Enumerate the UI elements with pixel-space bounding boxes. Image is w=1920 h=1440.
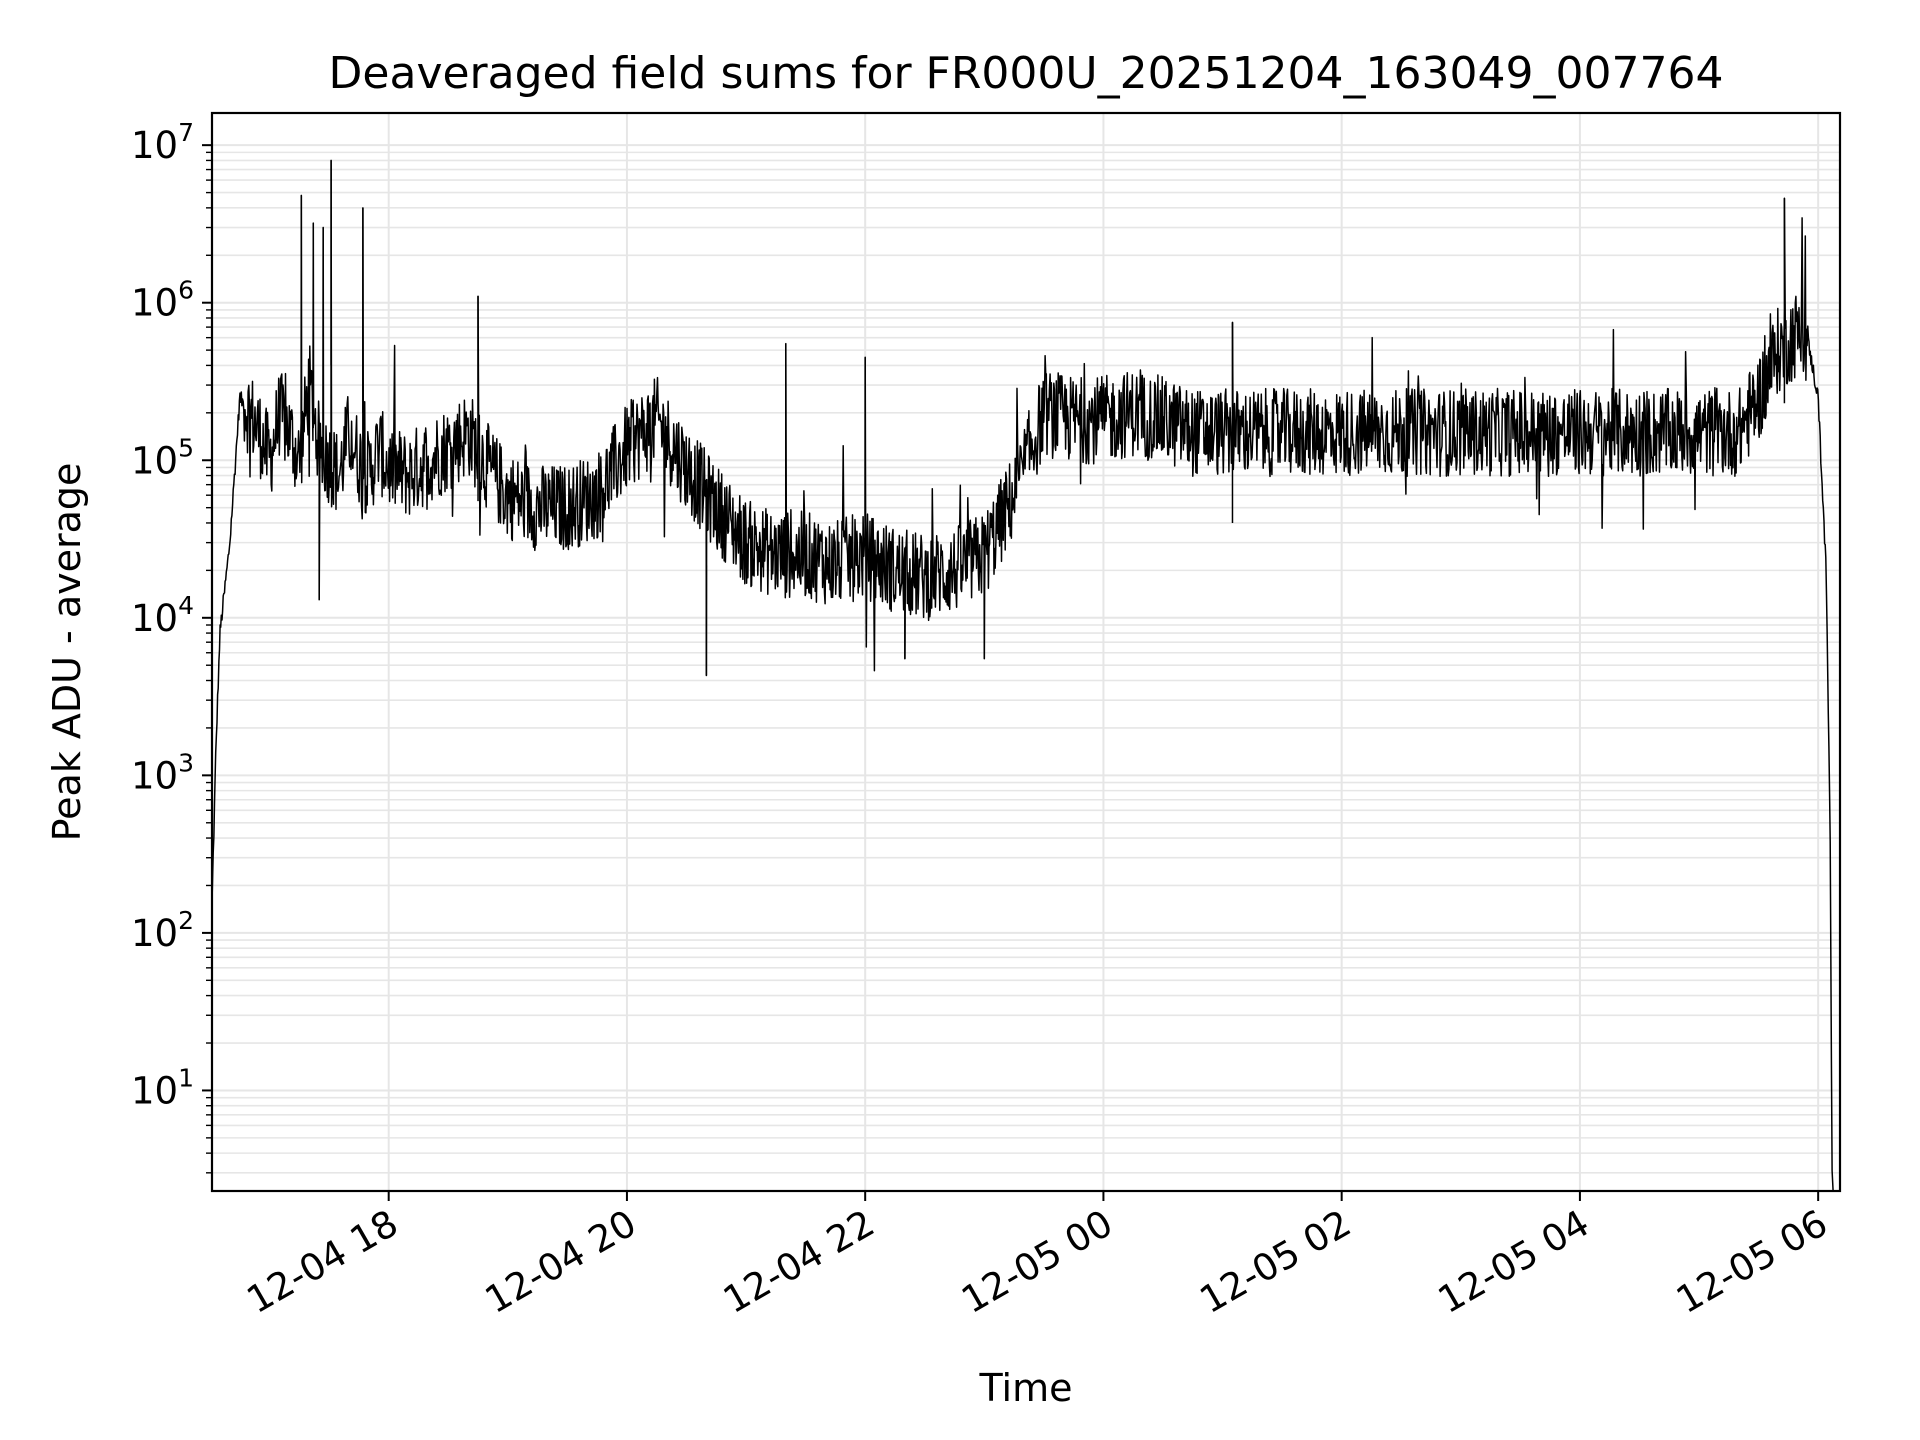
y-tick-base: 10 [131,282,178,325]
y-tick-base: 10 [131,439,178,482]
y-tick-label: 107 [131,118,194,167]
y-axis-label: Peak ADU - average [45,463,89,842]
plot-frame [210,111,1842,1193]
x-axis-label: Time [979,1366,1073,1410]
x-tick-label: 12-05 06 [1669,1202,1835,1322]
y-tick-base: 10 [131,124,178,167]
x-tick-label: 12-04 20 [478,1202,644,1322]
y-tick-label: 105 [131,433,194,482]
x-tick-label: 12-04 22 [716,1202,882,1322]
y-tick-exponent: 2 [178,906,194,935]
y-tick-base: 10 [131,912,178,955]
y-tick-exponent: 4 [178,591,194,620]
x-tick-label: 12-05 04 [1431,1202,1597,1322]
y-tick-exponent: 7 [178,118,194,147]
y-tick-exponent: 6 [178,276,194,305]
series-layer [211,159,1834,1192]
y-tick-label: 104 [131,591,194,640]
y-tick-label: 106 [131,276,194,325]
y-tick-label: 101 [131,1063,194,1112]
y-tick-exponent: 1 [178,1063,194,1092]
chart-title: Deaveraged field sums for FR000U_2025120… [329,48,1724,99]
x-tick-label: 12-05 02 [1193,1202,1359,1322]
grid-layer [212,113,1840,1191]
x-tick-label: 12-04 18 [240,1202,406,1322]
y-tick-base: 10 [131,597,178,640]
y-tick-label: 103 [131,748,194,797]
y-tick-label: 102 [131,906,194,955]
y-tick-exponent: 5 [178,433,194,462]
y-tick-base: 10 [131,754,178,797]
x-tick-label: 12-05 00 [954,1202,1120,1322]
series-line [211,159,1834,1192]
y-tick-exponent: 3 [178,748,194,777]
y-tick-base: 10 [131,1069,178,1112]
